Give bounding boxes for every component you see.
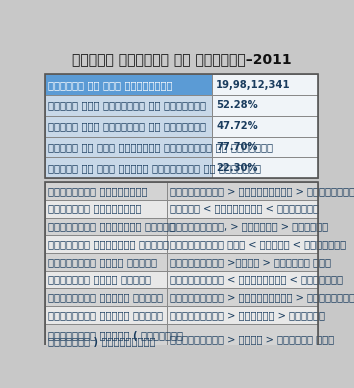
Bar (212, 116, 318, 137)
Text: उत्तर प्रदेश की जनगणना–2011: उत्तर प्रदेश की जनगणना–2011 (72, 53, 291, 67)
Bar (45, 235, 167, 253)
Bar (45, 271, 167, 288)
Text: प्रयागराज > आजमगढ़ > जौनपुर: प्रयागराज > आजमगढ़ > जौनपुर (170, 310, 325, 320)
Bar (167, 235, 318, 253)
Bar (45, 218, 167, 235)
Text: गाजियाबाद > लखनऔ > कानपुर नगर: गाजियाबाद > लखनऔ > कानपुर नगर (170, 334, 334, 344)
Bar (45, 288, 167, 306)
Bar (167, 324, 318, 355)
Bar (167, 218, 318, 235)
Bar (45, 324, 167, 355)
Text: प्रयागराज, > आजमगढ़ > जौनपुर: प्रयागराज, > आजमगढ़ > जौनपुर (170, 222, 328, 231)
Bar (45, 95, 212, 116)
Text: ग्रामीण ) प्रतिशतता: ग्रामीण ) प्रतिशतता (48, 337, 156, 347)
Bar (167, 306, 318, 324)
Text: प्रदेश की कुल जनसंख्या: प्रदेश की कुल जनसंख्या (48, 80, 173, 90)
Bar (45, 253, 167, 271)
Text: 22.30%: 22.30% (216, 163, 258, 173)
Text: सर्वाधिक पुरुष आबादी: सर्वाधिक पुरुष आबादी (48, 292, 163, 302)
Bar (45, 74, 212, 95)
Text: प्रयागराज > मुरादाबाद > गाजियाबाद: प्रयागराज > मुरादाबाद > गाजियाबाद (170, 292, 354, 302)
Bar (212, 95, 318, 116)
Text: न्यूनतम जनसंख्या: न्यूनतम जनसंख्या (48, 204, 142, 214)
Bar (212, 74, 318, 95)
Text: महोबा < चित्रकूट < हमीरपुर: महोबा < चित्रकूट < हमीरपुर (170, 204, 319, 214)
Bar (45, 116, 212, 137)
Text: 52.28%: 52.28% (216, 100, 258, 111)
Text: राज्य में महिलाओं का प्रतिशत: राज्य में महिलाओं का प्रतिशत (48, 121, 206, 131)
Text: राज्य की कुल ग्रामीण जनसंख्या का प्रतिशत: राज्य की कुल ग्रामीण जनसंख्या का प्रतिशत (48, 142, 273, 152)
Text: राज्य में पुरुषों का प्रतिशत: राज्य में पुरुषों का प्रतिशत (48, 100, 206, 111)
Text: राज्य की कुल नगरीय जनसंख्या का प्रतिशत: राज्य की कुल नगरीय जनसंख्या का प्रतिशत (48, 163, 261, 173)
Text: न्यूनतम शहरी आबादी: न्यूनतम शहरी आबादी (48, 274, 151, 284)
Bar (45, 182, 318, 355)
Bar (167, 182, 318, 200)
Bar (45, 306, 167, 324)
Text: 47.72%: 47.72% (216, 121, 258, 131)
Text: सर्वाधिक जनसंख्या: सर्वाधिक जनसंख्या (48, 186, 148, 196)
Text: 77.70%: 77.70% (216, 142, 258, 152)
Text: न्यूनतम ग्रामीण आबादी: न्यूनतम ग्रामीण आबादी (48, 239, 169, 249)
Text: श्रावस्ती < चित्रकूट < कौशांबी: श्रावस्ती < चित्रकूट < कौशांबी (170, 274, 343, 284)
Bar (212, 158, 318, 178)
Bar (45, 137, 212, 158)
Text: गौतमबुद्ध नगर < महोबा < हमीरपुर: गौतमबुद्ध नगर < महोबा < हमीरपुर (170, 239, 346, 249)
Bar (167, 200, 318, 218)
Text: प्रयागराज > मुरादाबाद > गाजियाबाद: प्रयागराज > मुरादाबाद > गाजियाबाद (170, 186, 354, 196)
Text: सर्वाधिक ग्रामीण आबादी: सर्वाधिक ग्रामीण आबादी (48, 222, 175, 231)
Bar (45, 158, 212, 178)
Text: सर्वाधिक महिला आबादी: सर्वाधिक महिला आबादी (48, 310, 163, 320)
Bar (212, 137, 318, 158)
Bar (45, 182, 167, 200)
Text: सर्वाधिक नगरीय ( न्यूनतम: सर्वाधिक नगरीय ( न्यूनतम (48, 331, 183, 341)
Text: गाजियाबाद >लखनऔ > कानपुर नगर: गाजियाबाद >लखनऔ > कानपुर नगर (170, 257, 331, 267)
Bar (167, 288, 318, 306)
Text: सर्वाधिक शहरी आबादी: सर्वाधिक शहरी आबादी (48, 257, 157, 267)
Bar (45, 74, 318, 178)
Bar (45, 47, 318, 73)
Text: 19,98,12,341: 19,98,12,341 (216, 80, 291, 90)
Bar (167, 253, 318, 271)
Bar (45, 200, 167, 218)
Bar (167, 271, 318, 288)
